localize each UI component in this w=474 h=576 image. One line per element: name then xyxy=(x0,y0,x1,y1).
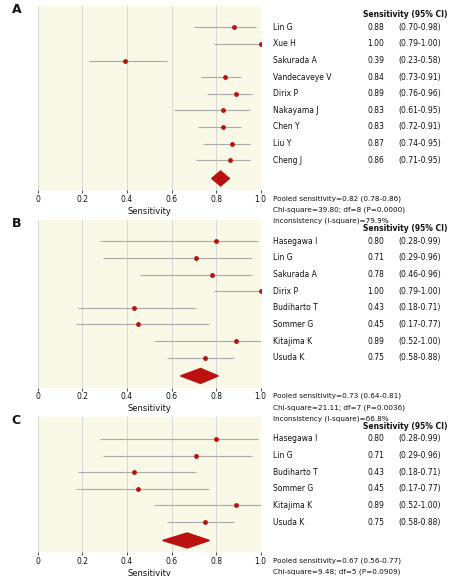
Text: (0.23-0.58): (0.23-0.58) xyxy=(398,56,441,65)
Text: Xue H: Xue H xyxy=(273,39,295,48)
Text: Pooled sensitivity=0.82 (0.78-0.86): Pooled sensitivity=0.82 (0.78-0.86) xyxy=(273,195,401,202)
Text: Pooled sensitivity=0.67 (0.56-0.77): Pooled sensitivity=0.67 (0.56-0.77) xyxy=(273,557,401,564)
Text: Usuda K: Usuda K xyxy=(273,518,304,526)
Text: 0.75: 0.75 xyxy=(367,353,384,362)
Text: Lin G: Lin G xyxy=(273,23,292,32)
Text: 0.80: 0.80 xyxy=(367,237,384,246)
Text: 0.83: 0.83 xyxy=(367,123,384,131)
Text: Chi-square=39.80; df=8 (P=0.0000): Chi-square=39.80; df=8 (P=0.0000) xyxy=(273,207,404,213)
Text: 0.43: 0.43 xyxy=(367,468,384,477)
Text: (0.17-0.77): (0.17-0.77) xyxy=(398,484,441,493)
Text: (0.17-0.77): (0.17-0.77) xyxy=(398,320,441,329)
Text: (0.52-1.00): (0.52-1.00) xyxy=(398,336,441,346)
Text: 0.88: 0.88 xyxy=(367,23,384,32)
Text: (0.79-1.00): (0.79-1.00) xyxy=(398,39,441,48)
Text: 0.45: 0.45 xyxy=(367,320,384,329)
Text: Sommer G: Sommer G xyxy=(273,320,313,329)
Text: (0.61-0.95): (0.61-0.95) xyxy=(398,106,441,115)
Polygon shape xyxy=(212,171,229,186)
Text: 0.89: 0.89 xyxy=(367,89,384,98)
Text: Kitajima K: Kitajima K xyxy=(273,501,312,510)
Text: (0.58-0.88): (0.58-0.88) xyxy=(398,353,440,362)
Text: Dirix P: Dirix P xyxy=(273,287,298,295)
Text: (0.28-0.99): (0.28-0.99) xyxy=(398,434,441,444)
Text: 0.89: 0.89 xyxy=(367,501,384,510)
Text: 0.43: 0.43 xyxy=(367,304,384,312)
Text: 0.78: 0.78 xyxy=(367,270,384,279)
Text: (0.52-1.00): (0.52-1.00) xyxy=(398,501,441,510)
Text: Sensitivity (95% CI): Sensitivity (95% CI) xyxy=(363,10,447,20)
Text: 0.39: 0.39 xyxy=(367,56,384,65)
Text: (0.18-0.71): (0.18-0.71) xyxy=(398,468,440,477)
Text: Hasegawa I: Hasegawa I xyxy=(273,237,317,246)
X-axis label: Sensitivity: Sensitivity xyxy=(128,404,171,413)
Text: (0.46-0.96): (0.46-0.96) xyxy=(398,270,441,279)
Text: 1.00: 1.00 xyxy=(367,39,384,48)
Text: C: C xyxy=(12,414,21,427)
Text: (0.58-0.88): (0.58-0.88) xyxy=(398,518,440,526)
Text: Sommer G: Sommer G xyxy=(273,484,313,493)
Text: 0.83: 0.83 xyxy=(367,106,384,115)
Text: Chen Y: Chen Y xyxy=(273,123,299,131)
Text: Lin G: Lin G xyxy=(273,253,292,263)
Text: B: B xyxy=(12,217,21,230)
Text: Sensitivity (95% CI): Sensitivity (95% CI) xyxy=(363,422,447,431)
Text: Nakayama J: Nakayama J xyxy=(273,106,318,115)
Text: Inconsistency (I-square)=66.8%: Inconsistency (I-square)=66.8% xyxy=(273,415,388,422)
Text: A: A xyxy=(12,3,21,16)
Text: (0.72-0.91): (0.72-0.91) xyxy=(398,123,441,131)
X-axis label: Sensitivity: Sensitivity xyxy=(128,207,171,216)
X-axis label: Sensitivity: Sensitivity xyxy=(128,569,171,576)
Text: (0.71-0.95): (0.71-0.95) xyxy=(398,156,441,165)
Text: Budiharto T: Budiharto T xyxy=(273,468,317,477)
Text: (0.29-0.96): (0.29-0.96) xyxy=(398,451,441,460)
Text: Hasegawa I: Hasegawa I xyxy=(273,434,317,444)
Text: (0.76-0.96): (0.76-0.96) xyxy=(398,89,441,98)
Polygon shape xyxy=(163,533,210,548)
Text: Cheng J: Cheng J xyxy=(273,156,301,165)
Text: Usuda K: Usuda K xyxy=(273,353,304,362)
Text: Liu Y: Liu Y xyxy=(273,139,291,148)
Text: (0.28-0.99): (0.28-0.99) xyxy=(398,237,441,246)
Text: Inconsistency (I-square)=79.9%: Inconsistency (I-square)=79.9% xyxy=(273,218,388,225)
Text: Chi-square=21.11; df=7 (P=0.0036): Chi-square=21.11; df=7 (P=0.0036) xyxy=(273,404,404,411)
Text: 0.75: 0.75 xyxy=(367,518,384,526)
Text: 0.71: 0.71 xyxy=(367,253,384,263)
Text: (0.79-1.00): (0.79-1.00) xyxy=(398,287,441,295)
Text: Dirix P: Dirix P xyxy=(273,89,298,98)
Text: 0.89: 0.89 xyxy=(367,336,384,346)
Text: (0.74-0.95): (0.74-0.95) xyxy=(398,139,441,148)
Text: 0.86: 0.86 xyxy=(367,156,384,165)
Text: (0.73-0.91): (0.73-0.91) xyxy=(398,73,441,82)
Text: (0.18-0.71): (0.18-0.71) xyxy=(398,304,440,312)
Text: (0.29-0.96): (0.29-0.96) xyxy=(398,253,441,263)
Text: Chi-square=9.48; df=5 (P=0.0909): Chi-square=9.48; df=5 (P=0.0909) xyxy=(273,569,400,575)
Text: 0.71: 0.71 xyxy=(367,451,384,460)
Text: 0.84: 0.84 xyxy=(367,73,384,82)
Text: Pooled sensitivity=0.73 (0.64-0.81): Pooled sensitivity=0.73 (0.64-0.81) xyxy=(273,393,401,399)
Text: Sensitivity (95% CI): Sensitivity (95% CI) xyxy=(363,224,447,233)
Text: 0.87: 0.87 xyxy=(367,139,384,148)
Polygon shape xyxy=(181,369,219,384)
Text: Budiharto T: Budiharto T xyxy=(273,304,317,312)
Text: 0.45: 0.45 xyxy=(367,484,384,493)
Text: 0.80: 0.80 xyxy=(367,434,384,444)
Text: Sakurada A: Sakurada A xyxy=(273,56,317,65)
Text: (0.70-0.98): (0.70-0.98) xyxy=(398,23,441,32)
Text: Kitajima K: Kitajima K xyxy=(273,336,312,346)
Text: Lin G: Lin G xyxy=(273,451,292,460)
Text: Vandecaveye V: Vandecaveye V xyxy=(273,73,331,82)
Text: 1.00: 1.00 xyxy=(367,287,384,295)
Text: Sakurada A: Sakurada A xyxy=(273,270,317,279)
